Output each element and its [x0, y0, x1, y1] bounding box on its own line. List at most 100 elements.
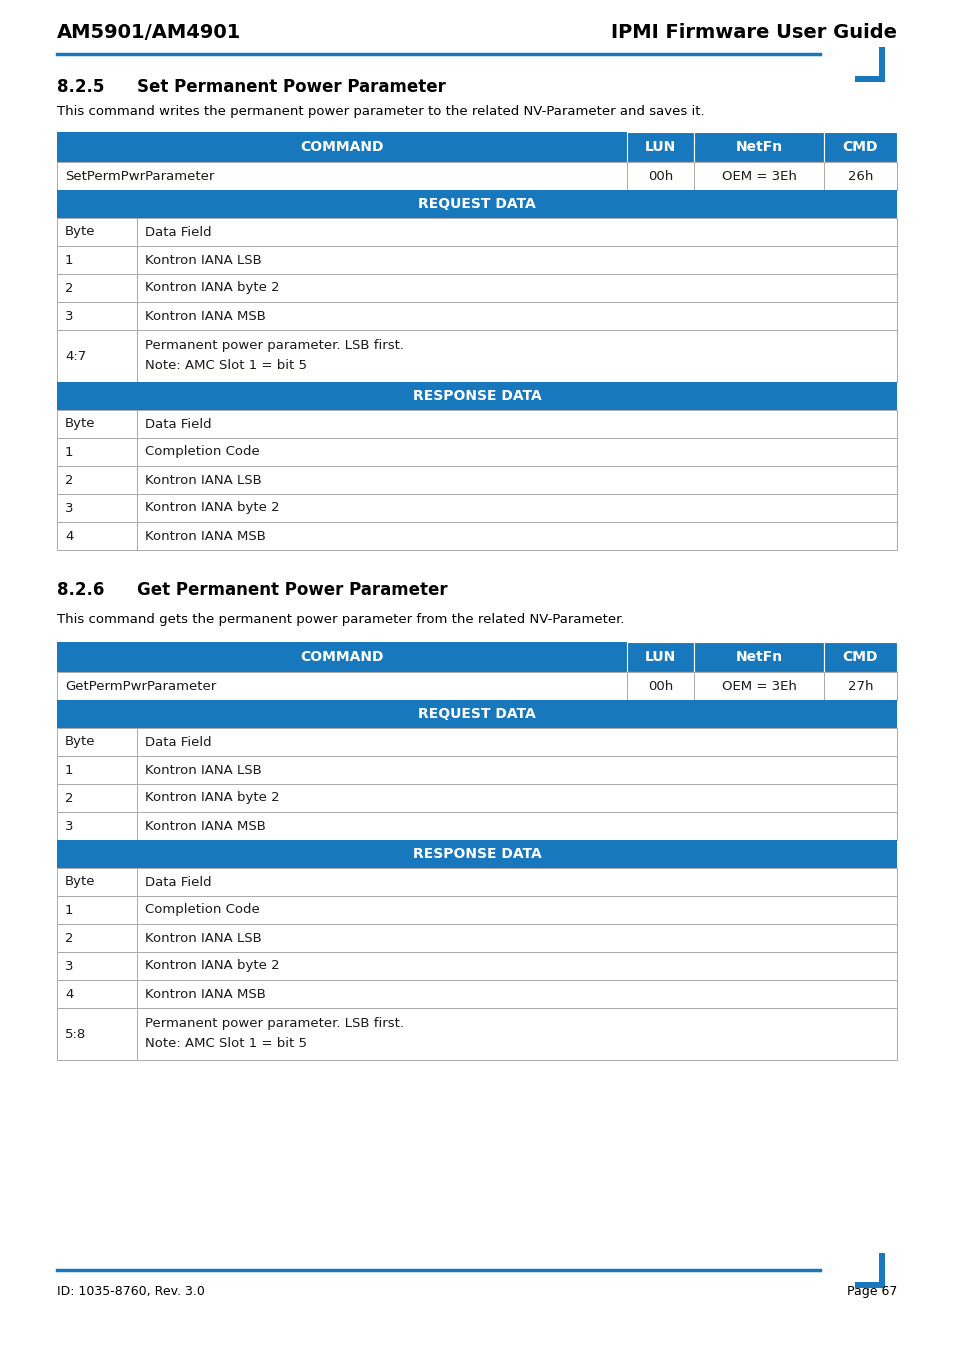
Bar — [878, 1253, 884, 1288]
Text: 4:7: 4:7 — [65, 350, 86, 363]
Bar — [57, 952, 137, 980]
Text: Kontron IANA byte 2: Kontron IANA byte 2 — [145, 501, 279, 514]
Text: CMD: CMD — [841, 649, 878, 664]
Text: GetPermPwrParameter: GetPermPwrParameter — [65, 679, 216, 693]
Text: 3: 3 — [65, 309, 73, 323]
Text: Permanent power parameter. LSB first.: Permanent power parameter. LSB first. — [145, 339, 403, 352]
Bar — [137, 494, 896, 522]
Text: 4: 4 — [65, 529, 73, 543]
Bar — [57, 162, 896, 190]
Text: 26h: 26h — [847, 170, 872, 182]
Text: Kontron IANA byte 2: Kontron IANA byte 2 — [145, 282, 279, 294]
Bar — [878, 47, 884, 82]
Text: 27h: 27h — [847, 679, 872, 693]
Text: 00h: 00h — [647, 170, 673, 182]
Bar — [693, 672, 823, 701]
Text: Kontron IANA LSB: Kontron IANA LSB — [145, 931, 261, 945]
Text: Kontron IANA byte 2: Kontron IANA byte 2 — [145, 960, 279, 972]
Bar — [823, 672, 896, 701]
Bar — [57, 190, 896, 217]
Text: Note: AMC Slot 1 = bit 5: Note: AMC Slot 1 = bit 5 — [145, 359, 307, 371]
Text: Get Permanent Power Parameter: Get Permanent Power Parameter — [137, 580, 447, 599]
Bar — [137, 784, 896, 811]
Bar — [137, 217, 896, 246]
Bar — [823, 132, 896, 162]
Text: Kontron IANA MSB: Kontron IANA MSB — [145, 987, 266, 1000]
Bar — [137, 466, 896, 494]
Bar — [57, 784, 137, 811]
Text: Set Permanent Power Parameter: Set Permanent Power Parameter — [137, 78, 445, 96]
Text: OEM = 3Eh: OEM = 3Eh — [720, 170, 796, 182]
Bar — [137, 1008, 896, 1060]
Text: Kontron IANA LSB: Kontron IANA LSB — [145, 254, 261, 266]
Bar — [57, 840, 896, 868]
Text: IPMI Firmware User Guide: IPMI Firmware User Guide — [610, 23, 896, 42]
Bar — [57, 868, 137, 896]
Text: Kontron IANA LSB: Kontron IANA LSB — [145, 474, 261, 486]
Bar — [137, 923, 896, 952]
Text: 3: 3 — [65, 819, 73, 833]
Text: Data Field: Data Field — [145, 736, 212, 748]
Bar — [137, 410, 896, 437]
Text: 4: 4 — [65, 987, 73, 1000]
Bar — [137, 980, 896, 1008]
Text: ID: 1035-8760, Rev. 3.0: ID: 1035-8760, Rev. 3.0 — [57, 1285, 205, 1299]
Bar — [854, 76, 884, 82]
Text: CMD: CMD — [841, 140, 878, 154]
Bar — [137, 522, 896, 549]
Text: NetFn: NetFn — [735, 140, 781, 154]
Text: Byte: Byte — [65, 736, 95, 748]
Bar — [626, 132, 693, 162]
Text: AM5901/AM4901: AM5901/AM4901 — [57, 23, 241, 42]
Text: 1: 1 — [65, 764, 73, 776]
Text: Kontron IANA MSB: Kontron IANA MSB — [145, 309, 266, 323]
Bar — [57, 217, 137, 246]
Text: Page 67: Page 67 — [845, 1285, 896, 1299]
Text: OEM = 3Eh: OEM = 3Eh — [720, 679, 796, 693]
Text: Kontron IANA MSB: Kontron IANA MSB — [145, 529, 266, 543]
Text: 00h: 00h — [647, 679, 673, 693]
Text: RESPONSE DATA: RESPONSE DATA — [413, 846, 540, 861]
Text: REQUEST DATA: REQUEST DATA — [417, 197, 536, 211]
Text: This command writes the permanent power parameter to the related NV-Parameter an: This command writes the permanent power … — [57, 105, 704, 119]
Text: 1: 1 — [65, 446, 73, 459]
Bar — [137, 246, 896, 274]
Bar — [57, 811, 137, 840]
Bar — [57, 980, 137, 1008]
Bar — [57, 728, 137, 756]
Bar — [693, 132, 823, 162]
Text: 2: 2 — [65, 282, 73, 294]
Bar — [137, 868, 896, 896]
Bar — [137, 437, 896, 466]
Bar — [57, 132, 896, 162]
Bar — [57, 923, 137, 952]
Text: Permanent power parameter. LSB first.: Permanent power parameter. LSB first. — [145, 1017, 403, 1030]
Text: Kontron IANA MSB: Kontron IANA MSB — [145, 819, 266, 833]
Text: This command gets the permanent power parameter from the related NV-Parameter.: This command gets the permanent power pa… — [57, 613, 624, 626]
Text: 5:8: 5:8 — [65, 1027, 86, 1041]
Bar — [137, 811, 896, 840]
Bar — [137, 952, 896, 980]
Text: Completion Code: Completion Code — [145, 903, 259, 917]
Text: Data Field: Data Field — [145, 225, 212, 239]
Text: COMMAND: COMMAND — [300, 649, 383, 664]
Bar — [626, 643, 693, 672]
Bar — [57, 896, 137, 923]
Text: NetFn: NetFn — [735, 649, 781, 664]
Text: REQUEST DATA: REQUEST DATA — [417, 707, 536, 721]
Text: 3: 3 — [65, 960, 73, 972]
Text: LUN: LUN — [644, 140, 676, 154]
Bar — [57, 382, 896, 410]
Bar — [137, 896, 896, 923]
Bar — [854, 1282, 884, 1288]
Bar — [57, 672, 896, 701]
Bar — [626, 672, 693, 701]
Text: 8.2.5: 8.2.5 — [57, 78, 104, 96]
Bar — [137, 728, 896, 756]
Bar — [693, 643, 823, 672]
Bar — [137, 756, 896, 784]
Text: 3: 3 — [65, 501, 73, 514]
Text: 1: 1 — [65, 254, 73, 266]
Text: 1: 1 — [65, 903, 73, 917]
Bar — [57, 494, 137, 522]
